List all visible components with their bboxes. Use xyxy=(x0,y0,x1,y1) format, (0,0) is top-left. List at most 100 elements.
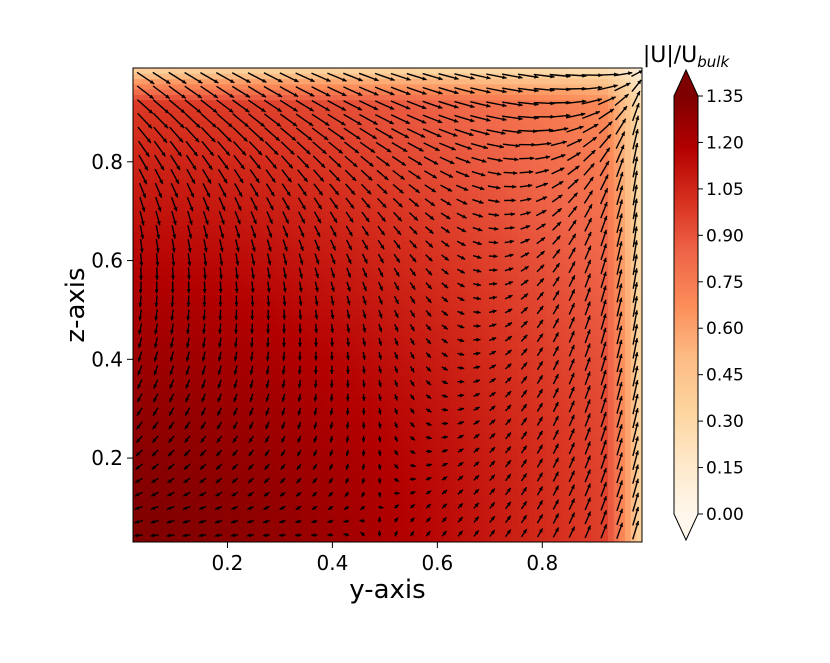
heatmap-cell xyxy=(330,236,338,243)
heatmap-cell xyxy=(444,305,451,311)
heatmap-cell xyxy=(229,378,236,385)
heatmap-cell xyxy=(189,510,196,517)
heatmap-cell xyxy=(404,252,411,259)
heatmap-cell xyxy=(234,125,242,132)
heatmap-cell xyxy=(398,505,406,511)
heatmap-cell xyxy=(364,236,372,243)
heatmap-cell xyxy=(302,73,309,80)
heatmap-cell xyxy=(336,120,343,127)
heatmap-cell xyxy=(240,410,247,417)
heatmap-cell xyxy=(149,320,157,327)
heatmap-cell xyxy=(200,89,208,95)
heatmap-cell xyxy=(415,394,423,401)
heatmap-cell xyxy=(353,178,360,185)
heatmap-cell xyxy=(393,236,400,243)
heatmap-cell xyxy=(285,426,292,432)
heatmap-cell xyxy=(398,347,406,353)
heatmap-cell xyxy=(381,389,389,396)
heatmap-cell xyxy=(393,125,400,132)
heatmap-cell xyxy=(240,373,247,380)
heatmap-cell xyxy=(200,362,208,369)
heatmap-cell xyxy=(359,120,366,127)
heatmap-cell xyxy=(138,173,145,180)
heatmap-cell xyxy=(280,241,287,248)
heatmap-cell xyxy=(319,199,326,206)
heatmap-cell xyxy=(308,220,315,227)
heatmap-cell xyxy=(381,168,389,174)
heatmap-cell xyxy=(319,83,326,90)
heatmap-cell xyxy=(330,499,338,506)
heatmap-cell xyxy=(172,210,179,217)
heatmap-cell xyxy=(308,283,315,290)
heatmap-cell xyxy=(257,273,264,280)
heatmap-cell xyxy=(178,147,185,153)
heatmap-cell xyxy=(432,510,439,517)
heatmap-cell xyxy=(387,131,394,138)
heatmap-cell xyxy=(189,294,196,301)
heatmap-cell xyxy=(257,189,264,195)
heatmap-cell xyxy=(183,283,191,290)
heatmap-cell xyxy=(223,399,230,406)
heatmap-cell xyxy=(274,399,281,406)
heatmap-cell xyxy=(200,204,208,211)
heatmap-cell xyxy=(149,189,157,195)
heatmap-cell xyxy=(246,89,253,95)
heatmap-cell xyxy=(285,299,292,306)
heatmap-cell xyxy=(183,89,191,95)
heatmap-cell xyxy=(313,147,321,153)
heatmap-cell xyxy=(404,489,411,496)
heatmap-cell xyxy=(308,373,315,380)
heatmap-cell xyxy=(342,489,349,496)
heatmap-cell xyxy=(325,189,332,195)
heatmap-cell xyxy=(263,399,270,406)
heatmap-cell xyxy=(189,268,196,274)
heatmap-cell xyxy=(178,399,185,406)
heatmap-cell xyxy=(280,289,287,296)
heatmap-cell xyxy=(342,357,349,364)
heatmap-cell xyxy=(285,505,292,511)
heatmap-cell xyxy=(347,289,355,296)
heatmap-cell xyxy=(353,331,360,338)
heatmap-cell xyxy=(183,226,191,232)
heatmap-cell xyxy=(302,294,309,301)
heatmap-cell xyxy=(212,484,219,490)
heatmap-cell xyxy=(353,247,360,253)
heatmap-cell xyxy=(359,268,366,274)
heatmap-cell xyxy=(387,410,394,417)
heatmap-cell xyxy=(319,536,326,542)
heatmap-cell xyxy=(246,457,253,464)
heatmap-cell xyxy=(421,189,428,195)
heatmap-cell xyxy=(229,168,236,174)
heatmap-cell xyxy=(285,83,292,90)
heatmap-cell xyxy=(223,394,230,401)
heatmap-cell xyxy=(325,183,332,190)
heatmap-cell xyxy=(347,436,355,443)
heatmap-cell xyxy=(229,247,236,253)
heatmap-cell xyxy=(336,189,343,195)
heatmap-cell xyxy=(166,189,174,195)
heatmap-cell xyxy=(178,73,185,80)
heatmap-cell xyxy=(387,136,394,143)
heatmap-cell xyxy=(161,147,168,153)
heatmap-cell xyxy=(387,247,394,253)
heatmap-cell xyxy=(189,73,196,80)
heatmap-cell xyxy=(189,94,196,101)
heatmap-cell xyxy=(246,231,253,238)
heatmap-cell xyxy=(421,141,428,148)
heatmap-cell xyxy=(342,262,349,269)
heatmap-cell xyxy=(212,499,219,506)
heatmap-cell xyxy=(381,252,389,259)
heatmap-cell xyxy=(302,347,309,353)
heatmap-cell xyxy=(347,220,355,227)
heatmap-cell xyxy=(336,526,343,533)
heatmap-cell xyxy=(189,362,196,369)
heatmap-cell xyxy=(161,115,168,122)
heatmap-cell xyxy=(280,152,287,159)
heatmap-cell xyxy=(138,494,145,501)
heatmap-cell xyxy=(364,420,372,427)
heatmap-cell xyxy=(183,536,191,542)
heatmap-cell xyxy=(404,436,411,443)
heatmap-cell xyxy=(353,341,360,348)
heatmap-cell xyxy=(189,315,196,322)
heatmap-cell xyxy=(274,499,281,506)
